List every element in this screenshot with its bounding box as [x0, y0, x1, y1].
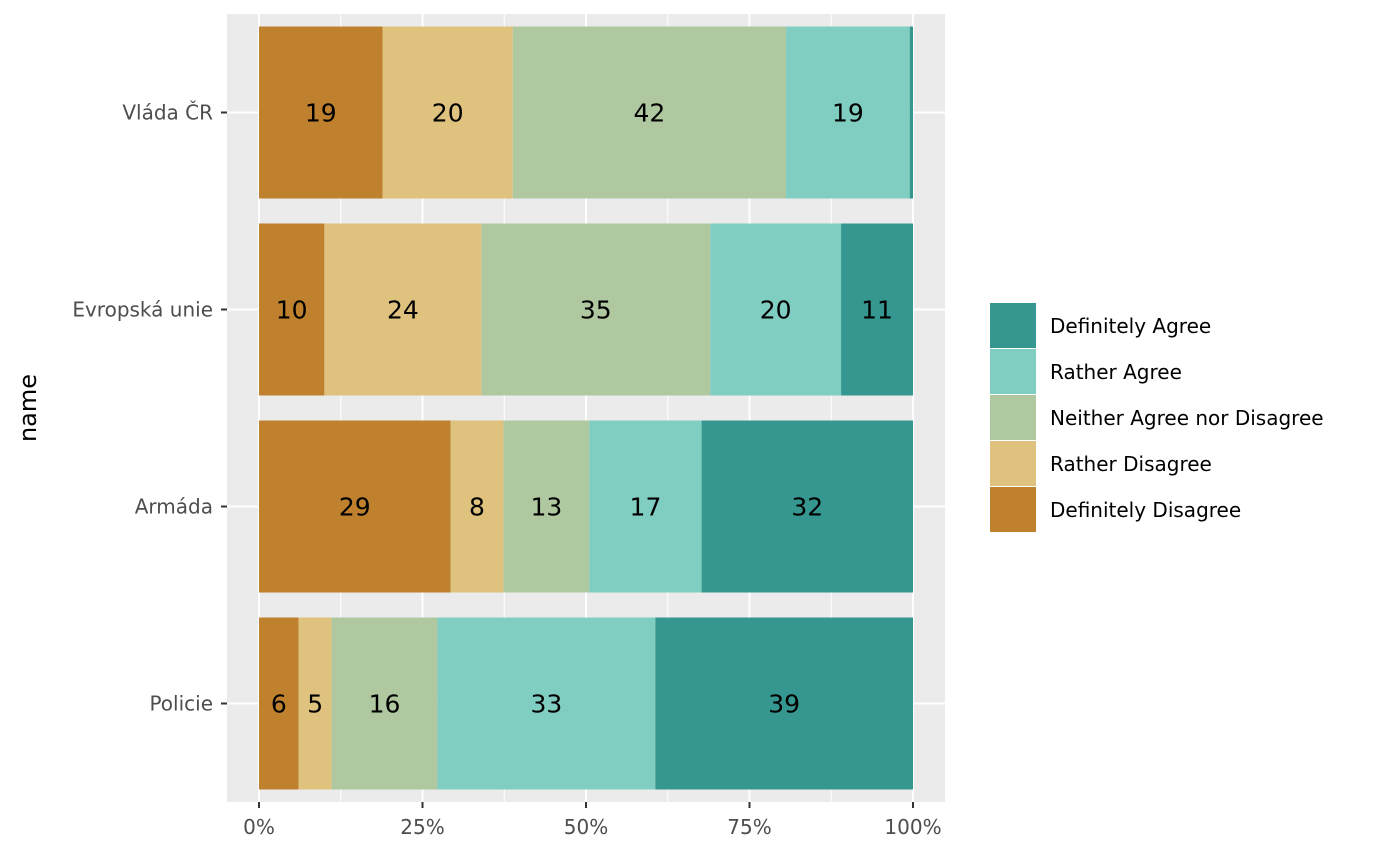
bar-value-label: 24 — [387, 296, 419, 325]
bar-labels: 19 20 42 19 10 24 35 20 11 29 8 13 17 32 6 5 16 33 39 — [271, 99, 893, 719]
legend-key — [990, 349, 1036, 394]
bar-value-label: 5 — [307, 690, 323, 719]
bar-value-label: 32 — [791, 493, 823, 522]
bar-value-label: 17 — [630, 493, 662, 522]
bar-value-label: 6 — [271, 690, 287, 719]
bar-value-label: 29 — [339, 493, 371, 522]
bar-value-label: 42 — [634, 99, 666, 128]
y-axis-title: name — [14, 374, 42, 442]
legend-key — [990, 303, 1036, 348]
bar-segment — [701, 420, 913, 593]
x-tick-label: 0% — [243, 815, 275, 839]
x-axis: 0% 25% 50% 75% 100% — [243, 802, 942, 839]
legend: Definitely Agree Rather Agree Neither Agre… — [990, 303, 1324, 532]
bar-value-label: 8 — [469, 493, 485, 522]
bar-segment — [841, 223, 913, 396]
bar-value-label: 19 — [832, 99, 864, 128]
bar-segment — [450, 420, 504, 593]
bar-segment — [437, 617, 656, 790]
x-tick-label: 75% — [727, 815, 771, 839]
legend-label: Neither Agree nor Disagree — [1050, 406, 1324, 430]
y-tick-label: Armáda — [135, 495, 213, 519]
bar-segment — [324, 223, 482, 396]
legend-key — [990, 487, 1036, 532]
bar-segment — [259, 420, 451, 593]
bar-value-label: 39 — [768, 690, 800, 719]
bars — [259, 26, 913, 790]
legend-label: Definitely Agree — [1050, 314, 1211, 338]
bar-segment — [259, 617, 299, 790]
legend-label: Rather Agree — [1050, 360, 1182, 384]
bar-value-label: 20 — [760, 296, 792, 325]
x-tick-label: 50% — [564, 815, 608, 839]
bar-segment — [655, 617, 913, 790]
bar-segment — [331, 617, 438, 790]
bar-value-label: 10 — [276, 296, 308, 325]
bar-segment — [786, 26, 910, 199]
bar-segment — [589, 420, 702, 593]
bar-segment — [259, 26, 383, 199]
bar-value-label: 16 — [369, 690, 401, 719]
bar-value-label: 11 — [861, 296, 893, 325]
x-tick-label: 100% — [884, 815, 941, 839]
y-axis: Vláda ČR Evropská unie Armáda Policie — [72, 101, 227, 716]
bar-value-label: 35 — [580, 296, 612, 325]
bar-segment — [512, 26, 787, 199]
bar-segment — [259, 223, 325, 396]
x-tick-label: 25% — [400, 815, 444, 839]
legend-key — [990, 441, 1036, 486]
legend-label: Rather Disagree — [1050, 452, 1212, 476]
y-tick-label: Vláda ČR — [122, 101, 213, 125]
bar-segment — [298, 617, 332, 790]
bar-segment — [503, 420, 590, 593]
legend-key — [990, 395, 1036, 440]
bar-value-label: 13 — [530, 493, 562, 522]
bar-value-label: 19 — [305, 99, 337, 128]
bar-value-label: 20 — [432, 99, 464, 128]
bar-segment — [481, 223, 711, 396]
y-tick-label: Evropská unie — [72, 298, 213, 322]
bar-segment — [382, 26, 513, 199]
bar-value-label: 33 — [530, 690, 562, 719]
bar-segment — [909, 26, 913, 199]
legend-label: Definitely Disagree — [1050, 498, 1241, 522]
bar-segment — [710, 223, 842, 396]
y-tick-label: Policie — [149, 692, 213, 716]
